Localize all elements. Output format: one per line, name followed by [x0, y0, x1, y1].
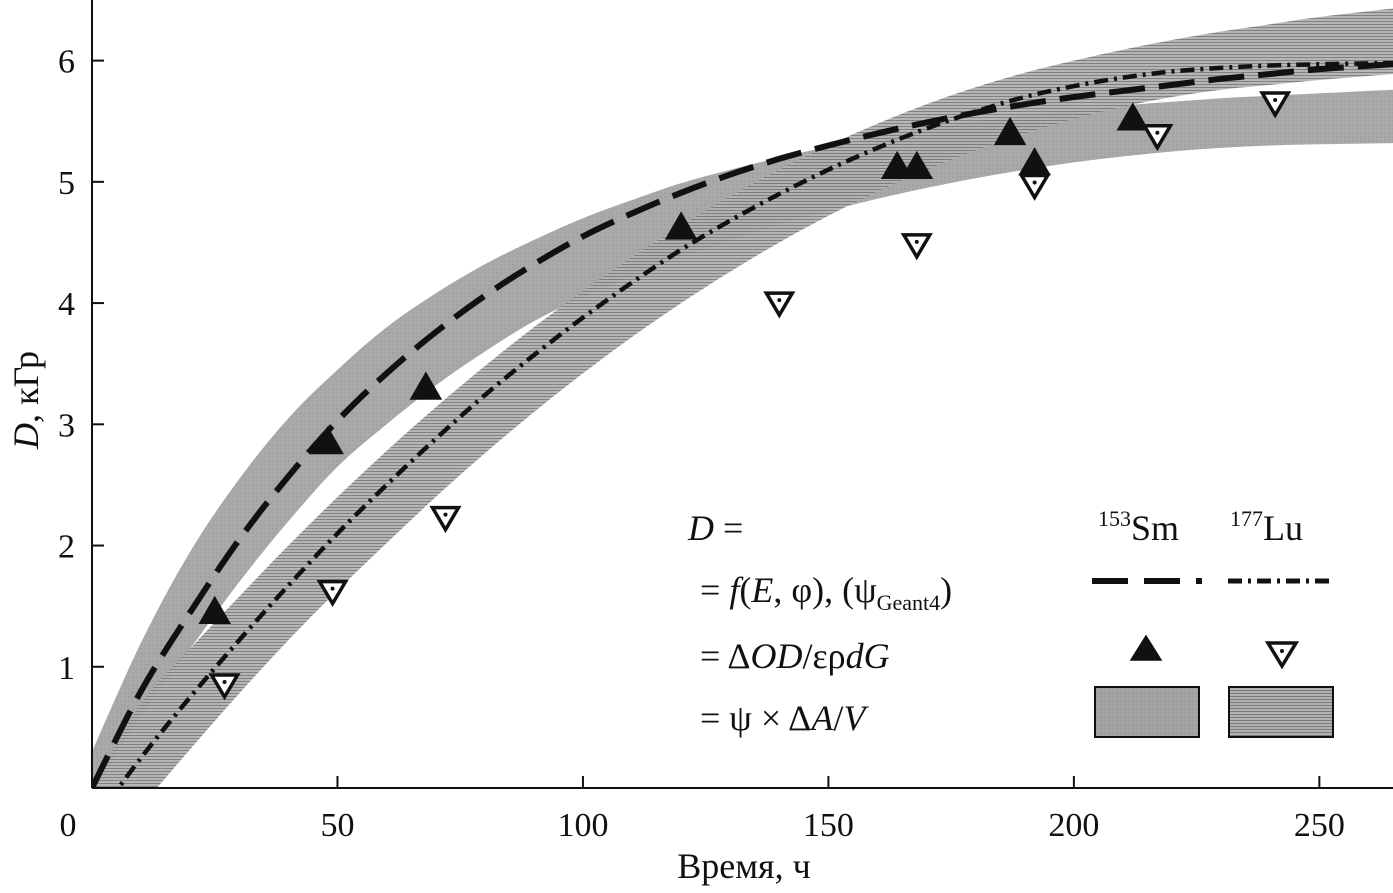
point-153sm [198, 595, 232, 624]
y-tick-label: 3 [58, 407, 75, 444]
point-177lu [316, 579, 349, 608]
line-177lu [115, 60, 1393, 788]
point-177lu [429, 505, 462, 534]
x-axis-label: Время, ч [677, 846, 810, 886]
x-tick-label: 100 [557, 807, 608, 844]
legend-header: D = [687, 508, 743, 548]
point-153sm [993, 116, 1027, 146]
legend-col-lu: 177Lu [1230, 506, 1303, 548]
point-153sm [880, 150, 914, 180]
band-177lu [92, 8, 1393, 788]
axis-ticks: 50 100 150 200 250 1 2 3 4 5 6 [58, 44, 1345, 844]
point-153sm [409, 371, 443, 400]
legend-sm-triangle-marker [1129, 634, 1163, 661]
point-177lu [763, 291, 796, 319]
x-origin-label: 0 [60, 807, 77, 844]
point-153sm [900, 150, 934, 180]
point-177lu [1259, 91, 1292, 119]
x-tick-label: 150 [803, 807, 854, 844]
y-tick-label: 6 [58, 44, 75, 81]
x-tick-label: 250 [1294, 807, 1345, 844]
legend-lu-triangle-marker [1264, 641, 1300, 670]
uncertainty-bands [92, 8, 1393, 788]
legend: D = 153Sm 177Lu = f(E, φ), (ψGeant4) = Δ… [687, 506, 1334, 738]
point-177lu [1018, 173, 1051, 201]
axes [91, 0, 1393, 789]
point-153sm [1116, 102, 1150, 131]
point-177lu [900, 233, 933, 261]
y-tick-label: 5 [58, 165, 75, 202]
point-177lu [1141, 124, 1174, 152]
line-153sm [92, 61, 1393, 788]
legend-row-film: = ΔOD/ερdG [700, 636, 890, 676]
y-tick-label: 2 [58, 529, 75, 566]
point-153sm [664, 211, 698, 240]
x-tick-label: 200 [1048, 807, 1099, 844]
x-tick-label: 50 [320, 807, 354, 844]
legend-sm-band-swatch [1094, 686, 1200, 738]
y-tick-label: 4 [58, 286, 75, 323]
point-177lu [208, 673, 241, 701]
y-tick-label: 1 [58, 650, 75, 687]
legend-col-sm: 153Sm [1098, 506, 1179, 548]
y-axis-label: D, кГр [6, 351, 46, 450]
point-153sm [311, 425, 344, 455]
legend-row-activity: = ψ × ΔA/V [700, 698, 869, 738]
measurement-markers [198, 91, 1292, 701]
legend-row-model: = f(E, φ), (ψGeant4) [700, 570, 952, 615]
model-lines [92, 60, 1393, 788]
legend-lu-band-swatch [1228, 686, 1334, 738]
